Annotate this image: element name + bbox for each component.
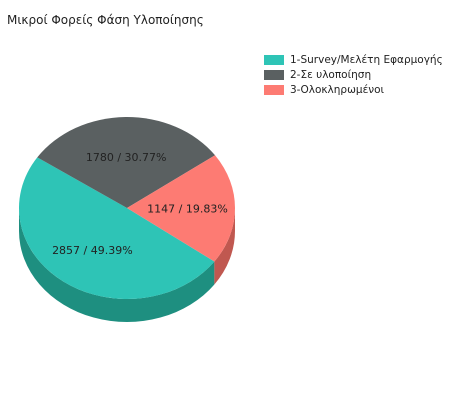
pie-slice-1[interactable] xyxy=(37,117,216,208)
legend-swatch-completed xyxy=(264,84,284,95)
chart-legend: 1-Survey/Μελέτη Εφαρμογής 2-Σε υλοποίηση… xyxy=(264,52,443,97)
pie-data-label-0: 2857 / 49.39% xyxy=(52,244,133,257)
legend-label-in-progress: 2-Σε υλοποίηση xyxy=(290,68,372,81)
pie-slices xyxy=(18,117,235,300)
legend-swatch-in-progress xyxy=(264,69,284,80)
legend-item-survey[interactable]: 1-Survey/Μελέτη Εφαρμογής xyxy=(264,52,443,67)
pie-slice-2[interactable] xyxy=(127,155,235,262)
pie-side-0 xyxy=(19,208,215,323)
legend-label-completed: 3-Ολοκληρωμένοι xyxy=(290,83,385,96)
pie-3d-sides xyxy=(19,208,235,323)
legend-item-in-progress[interactable]: 2-Σε υλοποίηση xyxy=(264,67,443,82)
pie-side-2 xyxy=(214,208,235,285)
pie-data-label-1: 1780 / 30.77% xyxy=(86,151,167,164)
pie-slice-0[interactable] xyxy=(18,157,215,300)
pie-data-labels: 2857 / 49.39% 1780 / 30.77% 1147 / 19.83% xyxy=(52,151,228,257)
legend-label-survey: 1-Survey/Μελέτη Εφαρμογής xyxy=(290,53,443,66)
legend-swatch-survey xyxy=(264,54,284,65)
chart-title: Μικροί Φορείς Φάση Υλοποίησης xyxy=(7,13,204,27)
legend-item-completed[interactable]: 3-Ολοκληρωμένοι xyxy=(264,82,443,97)
pie-data-label-2: 1147 / 19.83% xyxy=(147,202,228,215)
